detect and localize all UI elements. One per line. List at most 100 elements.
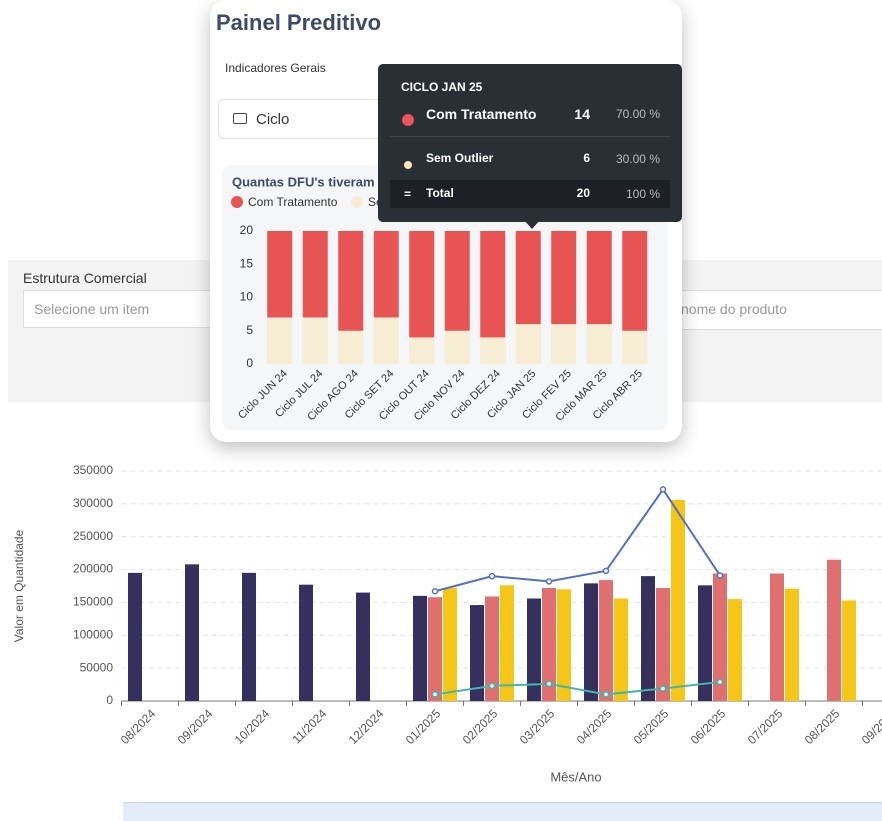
row-value: 14: [574, 106, 590, 122]
placeholder: nome do produto: [681, 301, 787, 317]
row-dot: [404, 161, 412, 169]
y-axis-title: Valor em Quantidade: [12, 529, 26, 642]
bar-segment: [551, 231, 577, 325]
bar: [542, 587, 556, 701]
line-point: [488, 682, 496, 690]
total-symbol: =: [404, 187, 412, 201]
bar: [557, 589, 571, 701]
row-percent: 30.00 %: [615, 152, 660, 166]
bar: [827, 559, 841, 701]
bar: [356, 592, 370, 701]
row-dot: [402, 114, 414, 126]
line: [434, 487, 721, 593]
x-tick-label: 08/2024: [118, 706, 159, 747]
x-tick-label: 08/2025: [802, 706, 843, 747]
bar: [299, 584, 313, 701]
x-tick-label: 04/2025: [574, 706, 615, 747]
bar: [527, 598, 541, 701]
row-label: Sem Outlier: [426, 151, 494, 165]
tag-icon: [233, 113, 247, 124]
legend-dot: [351, 196, 363, 208]
bar-segment: [302, 317, 328, 364]
row-percent: 70.00 %: [615, 107, 660, 121]
zoom-slider[interactable]: [123, 802, 882, 821]
y-tick-label: 0: [246, 356, 253, 370]
line-point: [545, 680, 553, 688]
row-label: Total: [426, 186, 454, 200]
bar-segment: [586, 231, 612, 325]
y-tick-label: 20: [240, 223, 254, 237]
bar-segment: [586, 324, 612, 364]
bar: [842, 600, 856, 701]
bar: [671, 499, 685, 701]
separator: [390, 136, 670, 137]
row-value: 20: [576, 186, 590, 200]
search-input[interactable]: nome do produto: [650, 290, 882, 330]
bar: [485, 596, 499, 701]
bar: [641, 576, 655, 701]
panel-title: Painel Preditivo: [216, 10, 382, 35]
legend-dot: [231, 196, 243, 208]
cycle-select[interactable]: Ciclo: [218, 99, 398, 139]
bar-segment: [480, 231, 506, 338]
bar-segment: [302, 231, 328, 318]
y-tick-label: 10: [240, 290, 254, 304]
tooltip-title: CICLO JAN 25: [401, 80, 483, 94]
main-chart: 0 50000 100000 150000 200000 250000 300000 3500…: [12, 463, 882, 784]
select-input[interactable]: Selecione um item: [23, 290, 223, 328]
line-point: [602, 691, 610, 698]
bar-segment: [515, 324, 541, 364]
bar-segment: [444, 231, 470, 331]
bar-segment: [515, 231, 541, 325]
bar: [242, 572, 256, 701]
placeholder: Selecione um item: [34, 301, 150, 317]
line-point: [659, 685, 667, 692]
bar-segment: [373, 231, 399, 318]
y-tick-label: 100000: [73, 627, 113, 641]
bar: [500, 585, 514, 701]
legend-label: Com Tratamento: [248, 195, 338, 209]
y-tick-label: 350000: [73, 463, 113, 477]
x-tick-label: 09/2024: [175, 706, 216, 747]
bar: [185, 564, 199, 701]
line: [434, 680, 721, 696]
bar: [770, 573, 784, 701]
y-tick-label: 150000: [73, 595, 113, 609]
bar: [599, 580, 613, 701]
line-point: [431, 588, 439, 595]
select-label: Ciclo: [256, 111, 290, 128]
bar-segment: [267, 317, 293, 364]
line-point: [545, 578, 553, 585]
tab[interactable]: Indicadores Gerais: [225, 61, 326, 75]
line-point: [716, 678, 724, 686]
y-tick-label: 5: [246, 323, 253, 337]
bar-segment: [480, 337, 506, 364]
y-tick-label: 15: [240, 256, 254, 270]
bar-segment: [622, 231, 648, 331]
bar-segment: [338, 330, 364, 364]
x-tick-label: 09/2025: [859, 706, 882, 747]
x-axis-title: Mês/Ano: [550, 769, 601, 784]
bar-segment: [338, 231, 364, 331]
bar: [698, 585, 712, 701]
bar-segment: [551, 324, 577, 364]
y-tick-label: 0: [106, 693, 113, 707]
bar: [656, 587, 670, 701]
x-tick-label: 02/2025: [460, 706, 501, 747]
bar-segment: [409, 337, 435, 364]
bar-segment: [373, 317, 399, 364]
bar: [584, 583, 598, 701]
line-point: [488, 572, 496, 580]
y-tick-label: 50000: [80, 660, 114, 674]
chart-title: Quantas DFU's tiveram: [232, 174, 375, 189]
bar: [614, 598, 628, 701]
bar-segment: [622, 330, 648, 364]
x-tick-label: 03/2025: [517, 706, 558, 747]
bar: [443, 587, 457, 701]
total-bg: [390, 180, 670, 208]
x-tick-label: 11/2024: [289, 706, 329, 746]
y-tick-label: 250000: [73, 529, 113, 543]
bar-segment: [267, 231, 293, 318]
